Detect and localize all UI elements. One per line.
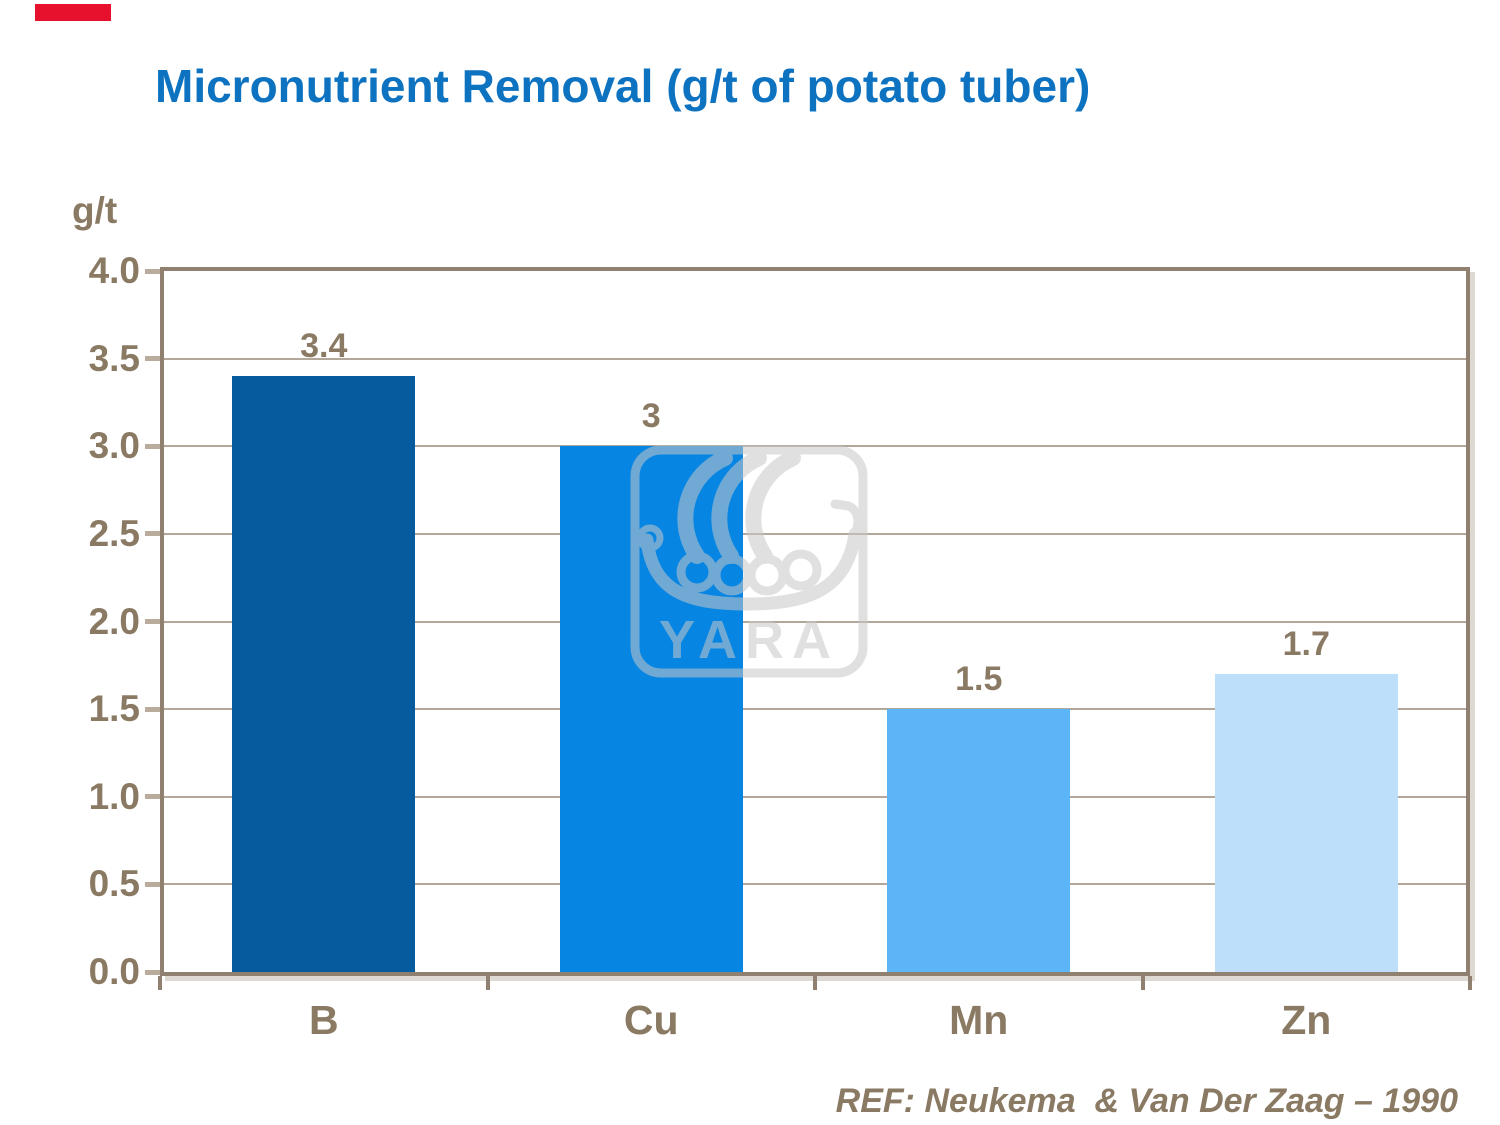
bar-Cu [559,446,743,972]
x-axis-tick [1140,976,1145,990]
y-axis-tick [145,969,160,975]
slide-accent-mark [35,4,111,21]
bar-value-label-Cu: 3 [641,397,661,436]
y-axis-tick [145,356,160,362]
y-axis-tick-label: 2.5 [88,512,140,554]
y-axis-tick [145,268,160,274]
x-axis-tick [158,976,162,990]
bar-Mn [887,709,1071,972]
y-axis-tick-label: 3.0 [88,425,140,467]
bar-value-label-B: 3.4 [300,327,348,366]
y-axis-tick [145,531,160,537]
x-axis-label-Mn: Mn [949,997,1009,1043]
bar-value-label-Mn: 1.5 [955,660,1003,699]
bar-value-label-Zn: 1.7 [1282,625,1330,664]
bar-B [232,376,416,972]
y-axis-tick-label: 1.0 [88,775,140,817]
x-axis-tick [813,976,817,990]
reference-text: REF: Neukema & Van Der Zaag – 1990 [835,1082,1458,1120]
y-axis-tick [145,881,160,887]
x-axis-tick [1468,976,1472,990]
y-axis-tick [145,794,160,800]
chart-title: Micronutrient Removal (g/t of potato tub… [155,60,1091,112]
y-axis-tick [145,706,160,712]
y-axis-tick-label: 3.5 [88,337,140,379]
bar-Zn [1214,674,1398,972]
x-axis-label-Zn: Zn [1281,997,1332,1043]
y-axis-tick [145,443,160,449]
y-axis-tick-label: 0.0 [88,951,140,992]
y-axis-tick-label: 1.5 [88,688,140,730]
x-axis-label-B: B [308,997,339,1043]
y-axis-tick-label: 0.5 [88,863,140,905]
y-axis-tick [145,619,160,624]
x-axis-tick [485,976,490,990]
y-axis-tick-label: 2.0 [88,600,140,642]
x-axis-label-Cu: Cu [623,997,679,1043]
plot-area-frame [160,267,1470,976]
y-axis-tick-label: 4.0 [88,250,140,291]
y-axis-unit-label: g/t [72,190,118,231]
